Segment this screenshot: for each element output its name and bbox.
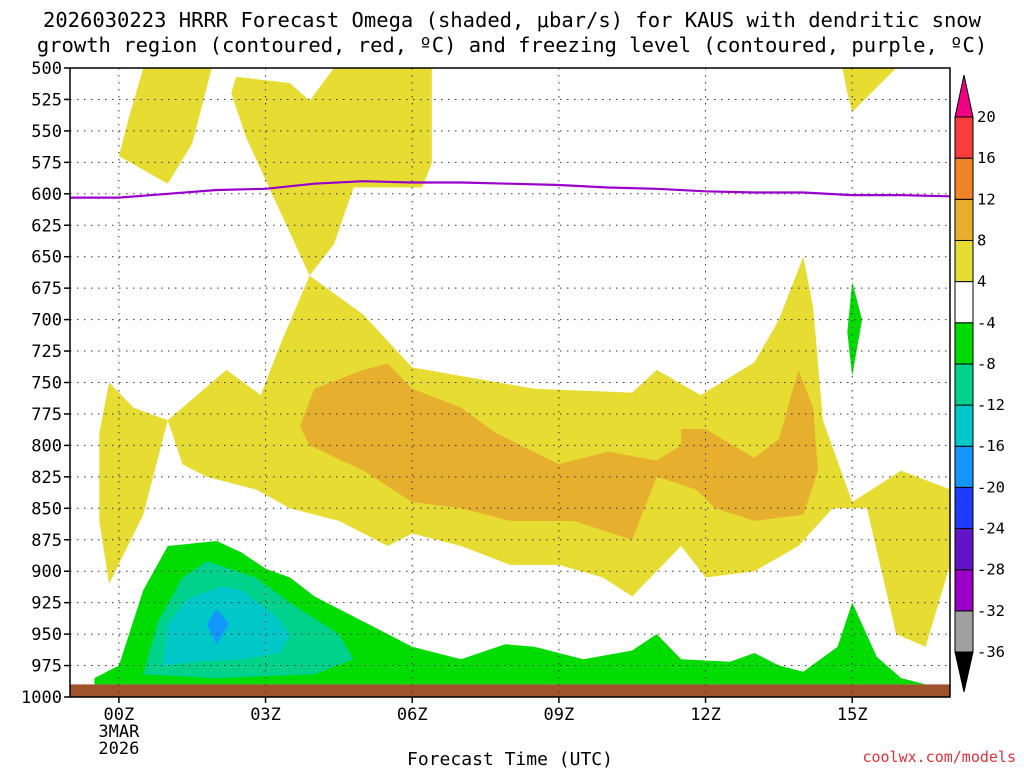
omega-region-4 — [299, 363, 818, 540]
y-tick-label-875: 875 — [31, 531, 62, 551]
colorbar-label-4: -20 — [977, 478, 1005, 496]
colorbar-label-9: 4 — [977, 273, 986, 291]
x-tick-label-00Z: 00Z — [104, 705, 135, 725]
colorbar-label-13: 20 — [977, 108, 996, 126]
colorbar-swatch-10 — [954, 198, 974, 241]
x-tick-label-12Z: 12Z — [690, 705, 721, 725]
colorbar-label-1: -32 — [977, 602, 1005, 620]
omega-region-9 — [206, 608, 229, 645]
surface-band — [70, 684, 950, 697]
colorbar-swatch-4 — [954, 445, 974, 488]
colorbar-bottom-arrow — [954, 651, 974, 693]
omega-region-6 — [847, 281, 862, 377]
colorbar-label-7: -8 — [977, 355, 996, 373]
colorbar-label-11: 12 — [977, 190, 996, 208]
colorbar-label-3: -24 — [977, 520, 1005, 538]
colorbar-label-0: -36 — [977, 643, 1005, 661]
colorbar-swatch-8 — [954, 281, 974, 324]
y-tick-label-700: 700 — [31, 311, 62, 331]
credit-text: coolwx.com/models — [862, 748, 1016, 766]
y-tick-label-575: 575 — [31, 153, 62, 173]
colorbar-label-6: -12 — [977, 396, 1005, 414]
colorbar-swatch-1 — [954, 569, 974, 612]
y-tick-label-950: 950 — [31, 625, 62, 645]
colorbar-swatch-3 — [954, 486, 974, 530]
chart-title-line-2: growth region (contoured, red, ºC) and f… — [37, 33, 987, 57]
chart-title-line-1: 2026030223 HRRR Forecast Omega (shaded, … — [43, 8, 982, 32]
colorbar-label-5: -16 — [977, 437, 1005, 455]
y-tick-label-900: 900 — [31, 562, 62, 582]
y-tick-label-675: 675 — [31, 279, 62, 299]
colorbar-swatch-9 — [954, 239, 974, 283]
y-tick-label-750: 750 — [31, 374, 62, 394]
y-tick-label-525: 525 — [31, 90, 62, 110]
y-tick-label-825: 825 — [31, 468, 62, 488]
y-tick-label-725: 725 — [31, 342, 62, 362]
colorbar: -36 -32 -28 -24 -20 -16 -12 -8 -4 4 8 12 16 20 — [954, 74, 1005, 693]
x-tick-label-15Z: 15Z — [837, 705, 868, 725]
y-tick-label-650: 650 — [31, 248, 62, 268]
y-tick-label-625: 625 — [31, 216, 62, 236]
colorbar-swatch-0 — [954, 610, 974, 653]
colorbar-swatch-2 — [954, 528, 974, 571]
y-tick-label-1000: 1000 — [21, 688, 62, 708]
x-axis-label: Forecast Time (UTC) — [407, 749, 613, 768]
omega-region-0 — [118, 68, 212, 184]
y-tick-label-600: 600 — [31, 185, 62, 205]
y-tick-label-850: 850 — [31, 499, 62, 519]
y-tick-label-800: 800 — [31, 436, 62, 456]
y-tick-label-500: 500 — [31, 59, 62, 79]
colorbar-top-arrow — [954, 74, 974, 118]
colorbar-label-12: 16 — [977, 149, 996, 167]
colorbar-label-10: 8 — [977, 231, 986, 249]
y-tick-label-925: 925 — [31, 594, 62, 614]
x-tick-label-09Z: 09Z — [544, 705, 575, 725]
colorbar-swatch-5 — [954, 404, 974, 447]
colorbar-swatch-11 — [954, 157, 974, 200]
colorbar-label-8: -4 — [977, 314, 996, 332]
y-tick-label-550: 550 — [31, 122, 62, 142]
axes: 500 525 550 575 600 625 650 675 700 725 750 775 800 8… — [21, 59, 951, 759]
x-tick-date-year: 2026 — [98, 739, 139, 759]
omega-region-1 — [231, 68, 432, 276]
omega-region-2 — [842, 68, 897, 112]
freezing-level-line — [70, 180, 950, 199]
colorbar-swatch-7 — [954, 322, 974, 365]
plot-area — [70, 63, 950, 697]
colorbar-swatch-6 — [954, 363, 974, 406]
x-tick-label-03Z: 03Z — [250, 705, 281, 725]
x-tick-label-06Z: 06Z — [397, 705, 428, 725]
colorbar-swatch-12 — [954, 116, 974, 159]
y-tick-label-775: 775 — [31, 405, 62, 425]
dgz-contour — [701, 63, 950, 64]
y-tick-label-975: 975 — [31, 657, 62, 677]
x-tick-date-month: 3MAR — [98, 722, 140, 742]
colorbar-label-2: -28 — [977, 561, 1005, 579]
plot-content — [70, 63, 950, 697]
